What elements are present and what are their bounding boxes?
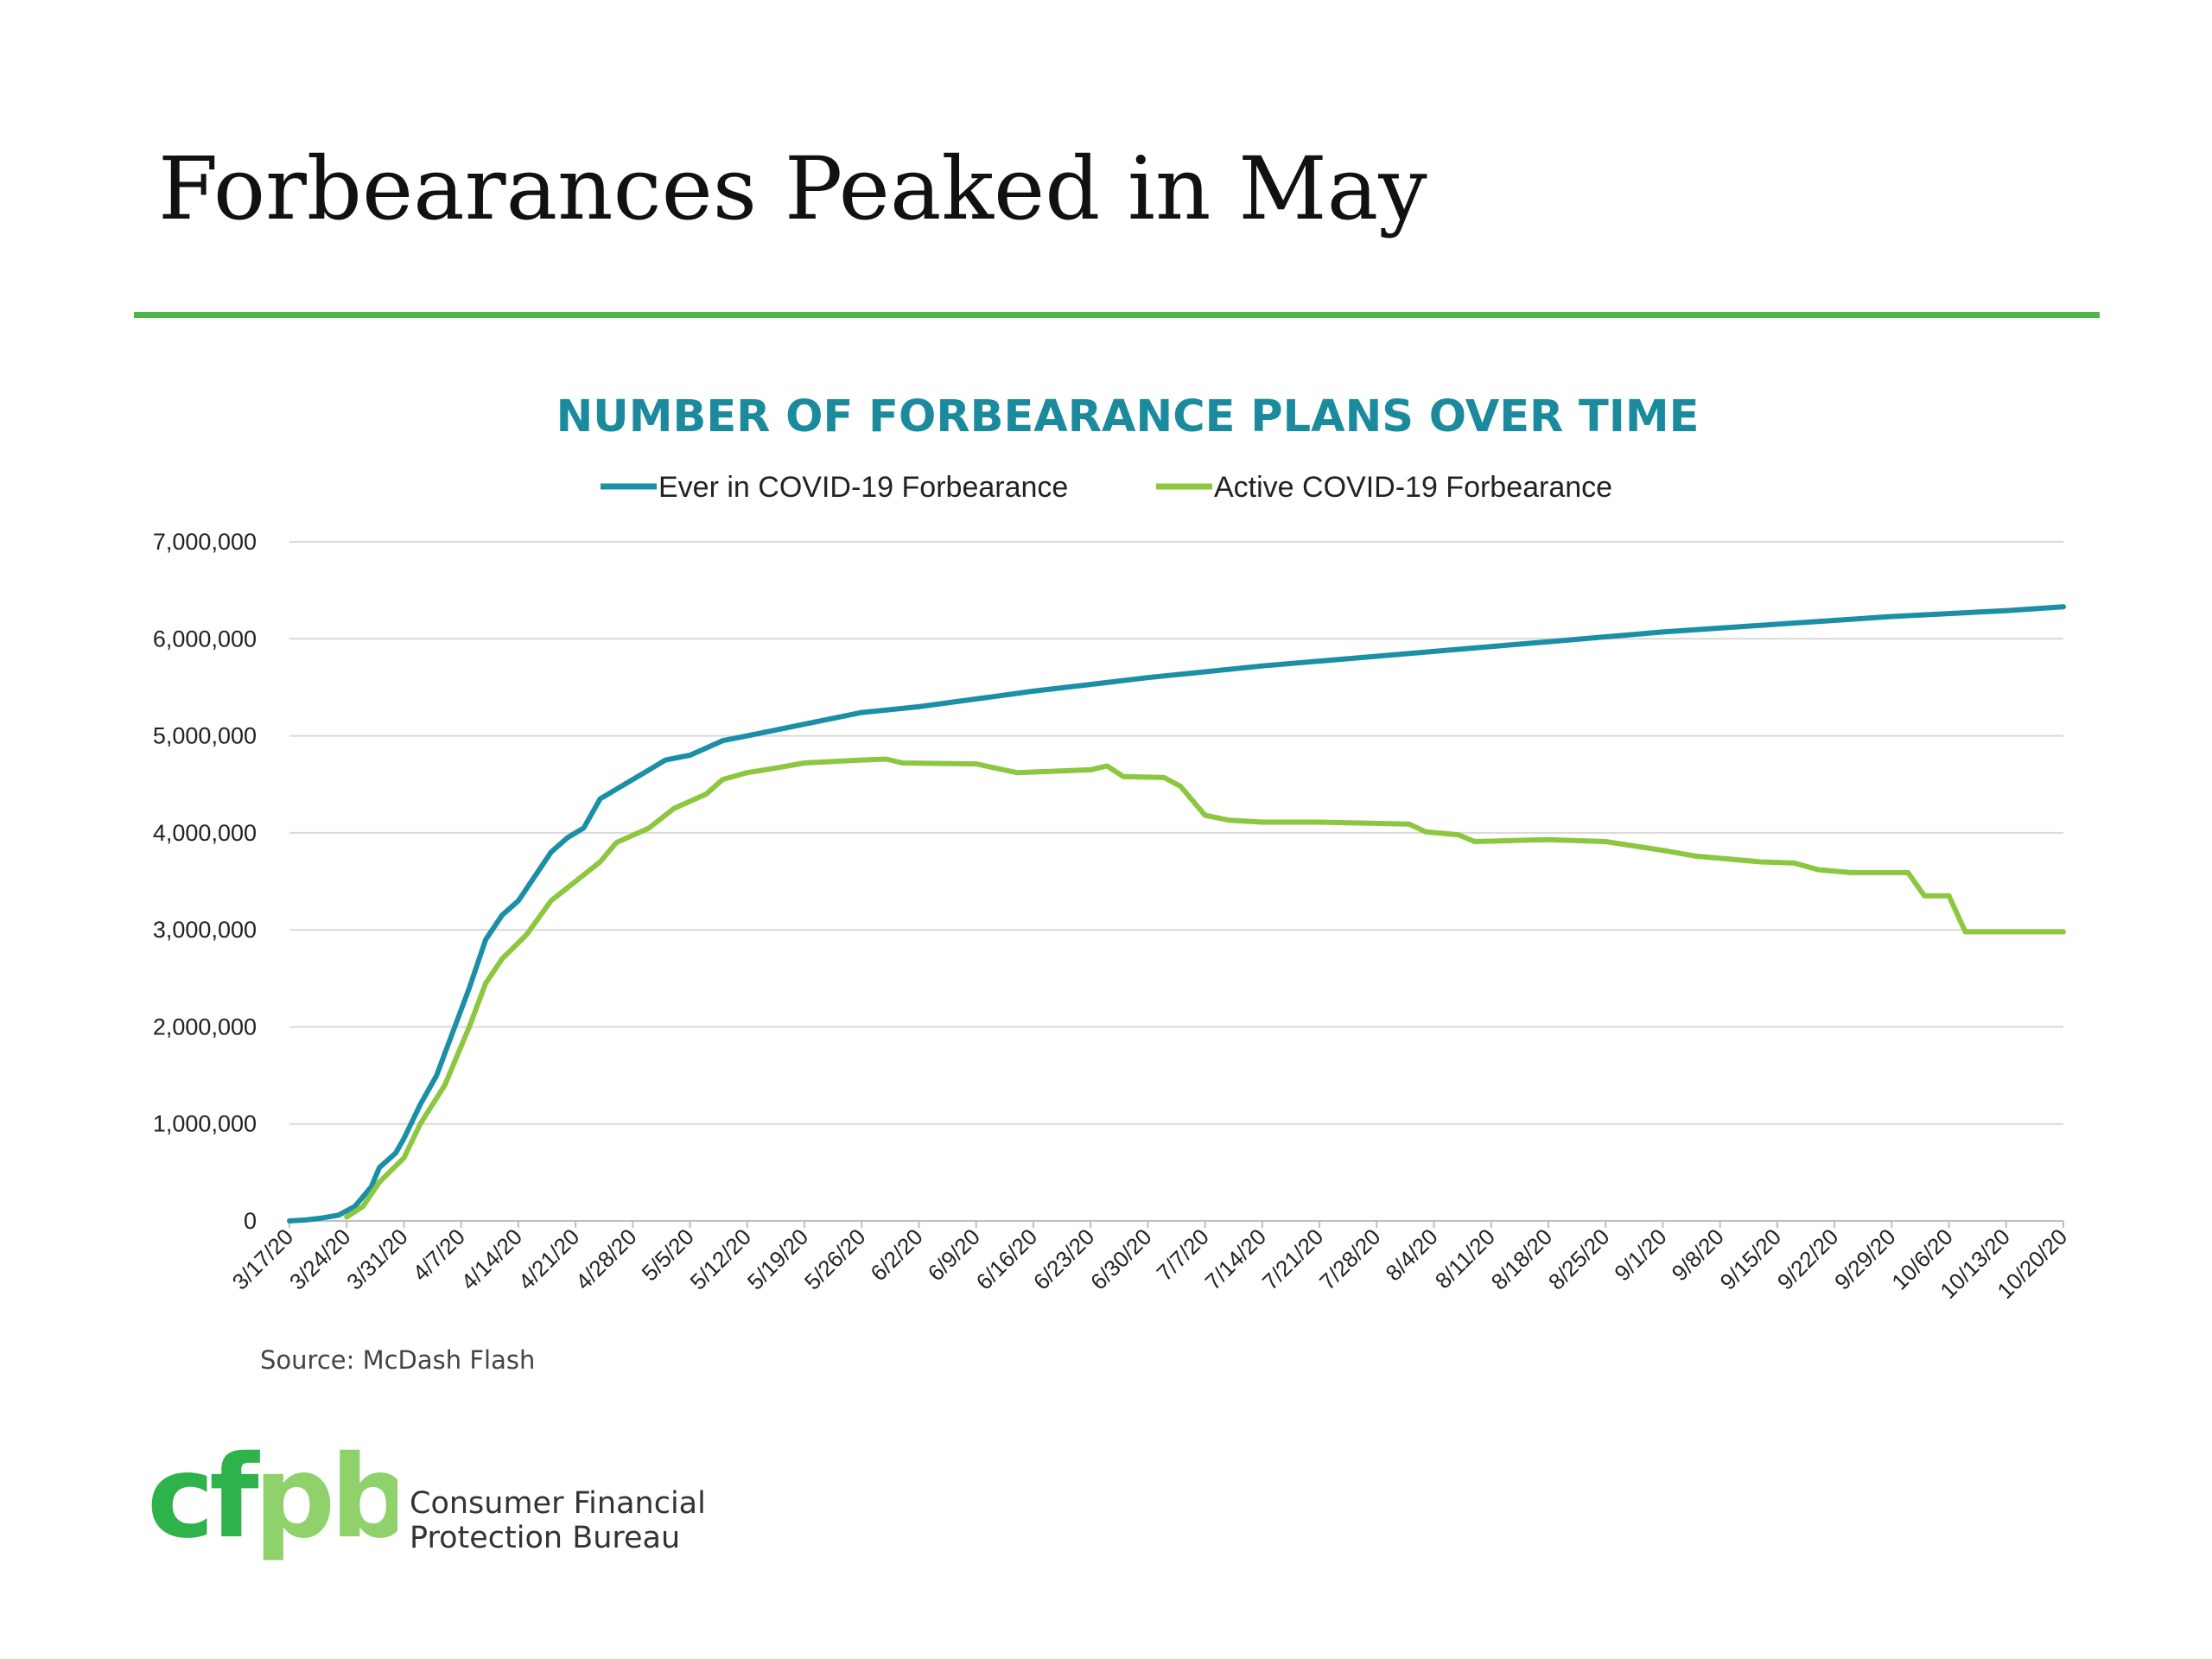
legend-label-active: Active COVID-19 Forbearance: [1214, 471, 1612, 504]
agency-name: Consumer Financial Protection Bureau: [410, 1486, 772, 1555]
series-line-ever-in-forbearance: [287, 604, 2066, 1224]
series-lines: [287, 604, 2066, 1224]
cfpb-logo-pb: pb: [254, 1434, 397, 1564]
footer-logo-area: [97, 1408, 771, 1633]
y-axis-tick-labels: 0 1,000,000 2,000,000 3,000,000 4,000,000 5,0…: [153, 529, 257, 1234]
gridlines: [289, 541, 2063, 1222]
slide-title: Forbearances Peaked in May: [158, 138, 1427, 239]
y-tick-label: 3,000,000: [153, 917, 257, 943]
series-line-active-forbearance: [344, 756, 2066, 1220]
legend-label-ever: Ever in COVID-19 Forbearance: [658, 471, 1068, 504]
source-note: Source: McDash Flash: [260, 1345, 535, 1375]
y-tick-label: 5,000,000: [153, 723, 257, 749]
y-tick-label: 0: [244, 1208, 257, 1234]
cfpb-logo-wordmark: cfpb: [147, 1434, 397, 1564]
agency-name-line2: Protection Bureau: [410, 1521, 681, 1555]
chart-background: [130, 363, 2091, 1382]
y-tick-label: 6,000,000: [153, 626, 257, 652]
y-tick-label: 7,000,000: [153, 529, 257, 555]
y-tick-label: 1,000,000: [153, 1111, 257, 1137]
cfpb-logo-cf: cf: [147, 1434, 260, 1564]
y-tick-label: 2,000,000: [153, 1014, 257, 1039]
title-divider: [134, 312, 2100, 318]
legend: Ever in COVID-19 Forbearance Active COVI…: [601, 471, 1612, 504]
chart-title: NUMBER OF FORBEARANCE PLANS OVER TIME: [556, 391, 1700, 442]
agency-name-line1: Consumer Financial: [410, 1486, 706, 1521]
y-tick-label: 4,000,000: [153, 820, 257, 846]
cfpb-logo: cfpb: [147, 1434, 397, 1564]
